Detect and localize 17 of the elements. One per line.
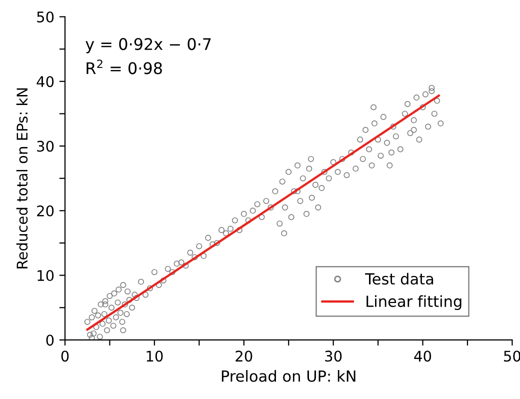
y-axis-title: Reduced total on EPs: kN	[16, 88, 28, 268]
legend-label: Linear fitting	[366, 295, 462, 310]
y-tick-label: 0	[46, 334, 54, 346]
y-tick-label: 20	[37, 205, 54, 216]
x-tick-label: 40	[414, 350, 432, 362]
x-tick-label: 20	[236, 350, 252, 362]
annotation: R$^{2}$ = 0·98	[86, 60, 162, 74]
y-tick-label: 50	[37, 11, 54, 23]
annotation: y = 0·92x − 0·7	[86, 38, 211, 54]
y-tick-label: 30	[37, 140, 54, 152]
x-tick-label: 30	[325, 350, 342, 362]
y-tick-label: 10	[38, 270, 54, 282]
x-tick-label: 0	[61, 350, 69, 362]
x-axis-title: Preload on UP: kN	[222, 370, 356, 382]
y-tick-label: 40	[36, 76, 54, 88]
legend-label: Test data	[365, 272, 434, 285]
x-tick-label: 10	[146, 350, 163, 362]
